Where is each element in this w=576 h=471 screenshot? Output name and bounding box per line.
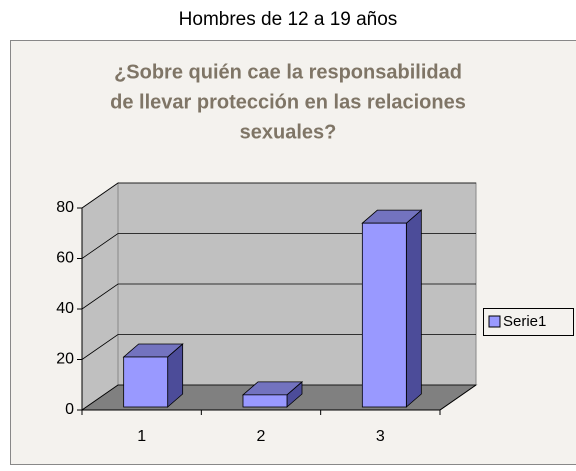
x-tick-label: 1 xyxy=(137,428,146,445)
grid-line xyxy=(81,384,476,411)
x-tick-label: 2 xyxy=(257,428,266,445)
grid-line xyxy=(81,182,476,209)
legend-label: Serie1 xyxy=(503,313,546,330)
chart-title: sexuales? xyxy=(240,121,337,143)
bar-side xyxy=(405,209,422,408)
y-tick-label: 80 xyxy=(56,199,74,216)
y-tick-label: 20 xyxy=(56,351,74,368)
y-tick-label: 0 xyxy=(65,401,74,418)
y-tick-label: 60 xyxy=(56,250,74,267)
y-tick-label: 40 xyxy=(56,300,74,317)
chart-title: ¿Sobre quién cae la responsabilidad xyxy=(114,61,462,83)
legend-swatch xyxy=(488,315,501,328)
x-tick-label: 3 xyxy=(376,428,385,445)
heading: Hombres de 12 a 19 años xyxy=(179,9,398,30)
bar xyxy=(242,394,288,408)
grid-line xyxy=(81,334,476,360)
grid-line xyxy=(81,283,476,310)
grid-line xyxy=(81,233,476,259)
bar xyxy=(123,356,169,408)
chart-title: de llevar protección en las relaciones xyxy=(110,91,466,113)
bar xyxy=(361,222,407,408)
